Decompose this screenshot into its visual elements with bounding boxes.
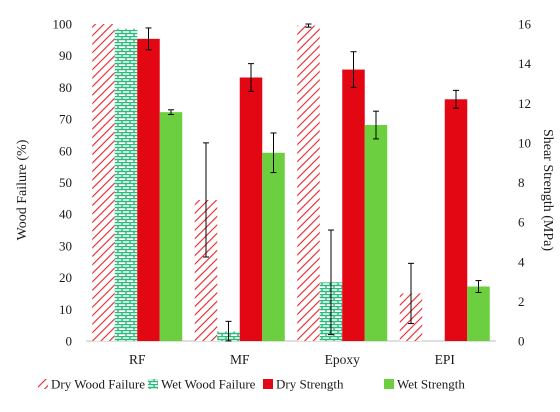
right-axis-title: Shear Strength (MPa) [540, 129, 555, 251]
bar-dry-wood-failure-epoxy [297, 25, 320, 342]
error-bar-dry-strength-epoxy [350, 51, 357, 88]
bar-wet-wood-failure-rf [114, 28, 138, 341]
left-tick-label: 20 [59, 270, 72, 285]
error-bar-wet-strength-epoxy [373, 110, 379, 140]
left-tick-label: 90 [59, 48, 72, 63]
legend-swatch [148, 379, 158, 389]
error-bar-wet-strength-epi [475, 280, 482, 293]
bar-wet-strength-epi [467, 286, 490, 341]
right-tick-label: 10 [518, 135, 531, 150]
category-label: EPI [435, 352, 456, 367]
legend-item-dry-wood-failure: Dry Wood Failure [38, 377, 145, 392]
left-tick-label: 70 [59, 112, 72, 127]
category-labels: RF MF Epoxy EPI [129, 352, 455, 367]
right-tick-label: 2 [518, 294, 525, 309]
legend-swatch [38, 379, 48, 389]
legend-label: Wet Wood Failure [161, 377, 256, 392]
category-label: RF [129, 352, 146, 367]
error-bar-wet-wood-failure-epoxy [328, 229, 334, 336]
left-tick-label: 80 [59, 80, 72, 95]
legend-label: Dry Strength [276, 377, 344, 392]
bar-wet-strength-rf [159, 112, 183, 342]
right-tick-label: 16 [518, 17, 532, 32]
right-tick-label: 14 [518, 56, 532, 71]
right-tick-label: 12 [518, 96, 531, 111]
bar-dry-strength-epoxy [342, 69, 365, 341]
error-bar-dry-wood-failure-epi [408, 262, 414, 325]
left-axis-title: Wood Failure (%) [15, 139, 30, 240]
bar-wet-strength-epoxy [364, 125, 388, 341]
error-bar-dry-strength-rf [145, 27, 152, 51]
bar-wet-strength-mf [262, 152, 285, 341]
bar-dry-wood-failure-rf [92, 24, 115, 341]
legend-swatch [384, 379, 394, 389]
left-tick-label: 60 [59, 143, 72, 158]
category-label: MF [230, 352, 250, 367]
legend: Dry Wood Failure Wet Wood Failure Dry Stre… [38, 377, 465, 392]
error-bar-dry-strength-mf [248, 63, 254, 92]
left-tick-label: 40 [59, 207, 72, 222]
left-tick-label: 50 [59, 175, 72, 190]
left-tick-label: 100 [53, 17, 73, 32]
error-bar-dry-wood-failure-epoxy [305, 23, 312, 28]
bar-dry-strength-rf [137, 38, 160, 341]
right-axis-ticks: 0 2 4 6 8 10 12 14 16 [518, 17, 532, 349]
category-label: Epoxy [325, 352, 360, 367]
legend-item-wet-strength: Wet Strength [384, 377, 465, 392]
right-tick-label: 0 [518, 334, 525, 349]
left-tick-label: 30 [59, 238, 72, 253]
bar-dry-wood-failure-mf [194, 199, 218, 341]
legend-item-dry-strength: Dry Strength [263, 377, 344, 392]
legend-label: Wet Strength [397, 377, 465, 392]
left-tick-label: 0 [66, 334, 73, 349]
legend-item-wet-wood-failure: Wet Wood Failure [148, 377, 256, 392]
legend-label: Dry Wood Failure [51, 377, 145, 392]
bar-dry-strength-epi [444, 99, 468, 341]
right-tick-label: 4 [518, 254, 525, 269]
error-bar-wet-strength-mf [270, 132, 277, 174]
error-bar-wet-strength-rf [168, 109, 174, 116]
right-tick-label: 6 [518, 215, 525, 230]
left-tick-label: 10 [59, 302, 72, 317]
right-tick-label: 8 [518, 175, 525, 190]
error-bar-dry-strength-epi [453, 89, 459, 109]
bar-dry-strength-mf [239, 77, 263, 342]
plot-area [86, 23, 496, 342]
error-bar-dry-wood-failure-mf [203, 142, 209, 258]
legend-swatch [263, 379, 273, 389]
left-axis-ticks: 0 10 20 30 40 50 60 70 80 90 100 [53, 17, 73, 349]
error-bar-wet-wood-failure-mf [225, 320, 232, 342]
